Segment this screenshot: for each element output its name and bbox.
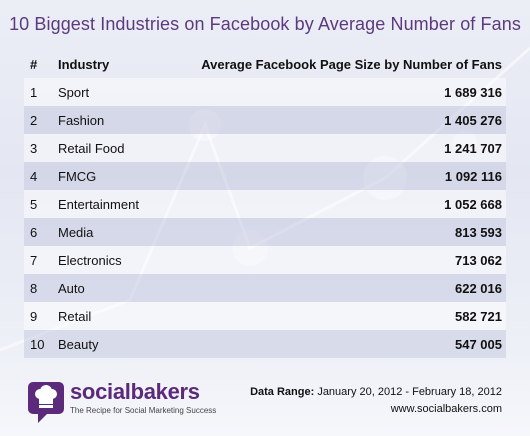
- row-value: 1 052 668: [155, 190, 506, 218]
- data-range: Data Range: January 20, 2012 - February …: [250, 386, 502, 398]
- table-row: 6 Media 813 593: [24, 218, 506, 246]
- row-industry: Fashion: [54, 106, 156, 134]
- row-industry: FMCG: [54, 162, 156, 190]
- table-row: 3 Retail Food 1 241 707: [24, 134, 506, 162]
- ranking-table: # Industry Average Facebook Page Size by…: [24, 50, 506, 358]
- row-value: 713 062: [155, 246, 506, 274]
- table-row: 1 Sport 1 689 316: [24, 78, 506, 106]
- row-industry: Beauty: [54, 330, 156, 358]
- chef-hat-logo-icon: [28, 382, 64, 423]
- table-row: 7 Electronics 713 062: [24, 246, 506, 274]
- row-rank: 4: [24, 162, 54, 190]
- row-rank: 5: [24, 190, 54, 218]
- row-industry: Retail: [54, 302, 156, 330]
- row-rank: 2: [24, 106, 54, 134]
- row-industry: Auto: [54, 274, 156, 302]
- column-header-industry: Industry: [58, 56, 110, 72]
- table-row: 9 Retail 582 721: [24, 302, 506, 330]
- row-value: 622 016: [155, 274, 506, 302]
- page-title: 10 Biggest Industries on Facebook by Ave…: [9, 14, 521, 34]
- row-industry: Electronics: [54, 246, 156, 274]
- row-industry: Media: [54, 218, 156, 246]
- row-rank: 10: [24, 330, 54, 358]
- row-rank: 9: [24, 302, 54, 330]
- table-row: 5 Entertainment 1 052 668: [24, 190, 506, 218]
- row-rank: 6: [24, 218, 54, 246]
- brand-tagline: The Recipe for Social Marketing Success: [70, 406, 217, 415]
- row-rank: 1: [24, 78, 54, 106]
- row-value: 1 241 707: [155, 134, 506, 162]
- footer: socialbakers The Recipe for Social Marke…: [0, 372, 530, 436]
- table-row: 4 FMCG 1 092 116: [24, 162, 506, 190]
- row-rank: 8: [24, 274, 54, 302]
- row-value: 1 689 316: [155, 78, 506, 106]
- row-value: 1 092 116: [155, 162, 506, 190]
- table-row: 10 Beauty 547 005: [24, 330, 506, 358]
- table-row: 2 Fashion 1 405 276: [24, 106, 506, 134]
- row-industry: Entertainment: [54, 190, 156, 218]
- row-value: 1 405 276: [155, 106, 506, 134]
- data-range-value: January 20, 2012 - February 18, 2012: [317, 386, 502, 398]
- brand-name: socialbakers: [70, 379, 200, 404]
- row-industry: Sport: [54, 78, 156, 106]
- column-header-rank: #: [30, 56, 38, 72]
- website-url: www.socialbakers.com: [390, 403, 502, 415]
- row-rank: 7: [24, 246, 54, 274]
- table-header-row: # Industry Average Facebook Page Size by…: [24, 50, 506, 78]
- row-industry: Retail Food: [54, 134, 156, 162]
- row-value: 582 721: [155, 302, 506, 330]
- column-header-value: Average Facebook Page Size by Number of …: [201, 56, 502, 72]
- row-rank: 3: [24, 134, 54, 162]
- row-value: 547 005: [155, 330, 506, 358]
- table-row: 8 Auto 622 016: [24, 274, 506, 302]
- row-value: 813 593: [155, 218, 506, 246]
- data-range-label: Data Range:: [250, 386, 315, 398]
